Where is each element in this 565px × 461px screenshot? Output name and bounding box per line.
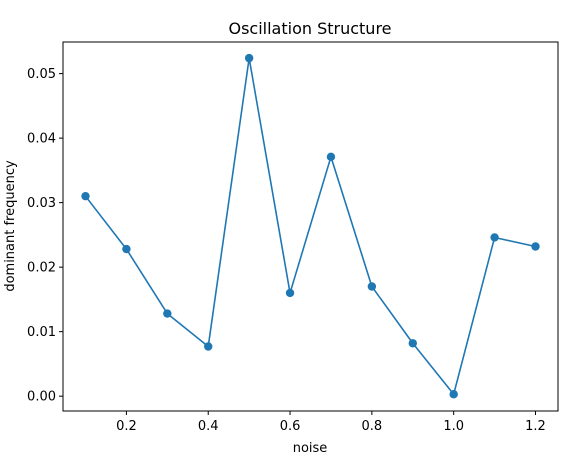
y-axis-label: dominant frequency [3, 160, 18, 292]
y-tick-label: 0.04 [27, 132, 56, 147]
x-axis-label: noise [293, 441, 328, 456]
data-point [531, 242, 540, 251]
data-point [204, 342, 213, 351]
x-tick-label: 1.2 [525, 419, 546, 434]
series-line [84, 57, 536, 396]
x-tick-label: 0.4 [198, 419, 219, 434]
y-axis: 0.00 0.01 0.02 0.03 0.04 0.05 [27, 67, 63, 405]
data-point [163, 309, 172, 318]
data-point [408, 339, 417, 348]
x-axis: 0.2 0.4 0.6 0.8 1.0 1.2 [116, 411, 546, 434]
data-point [367, 282, 377, 291]
data-point [81, 191, 90, 201]
data-point [122, 244, 131, 254]
data-point [244, 53, 254, 63]
y-tick-label: 0.01 [27, 325, 56, 340]
data-point [490, 233, 499, 242]
data-point [285, 288, 295, 298]
y-tick-label: 0.03 [27, 196, 56, 211]
x-tick-label: 0.2 [116, 419, 137, 434]
data-point [449, 390, 458, 399]
x-tick-label: 0.8 [362, 419, 383, 434]
y-tick-label: 0.02 [27, 261, 56, 276]
data-point [326, 152, 336, 162]
chart-title: Oscillation Structure [228, 19, 391, 38]
plot-area-frame [62, 41, 559, 412]
x-tick-label: 0.6 [280, 419, 301, 434]
series-layer [81, 53, 540, 399]
y-tick-label: 0.05 [27, 67, 56, 82]
y-tick-label: 0.00 [27, 390, 56, 405]
x-tick-label: 1.0 [443, 419, 464, 434]
